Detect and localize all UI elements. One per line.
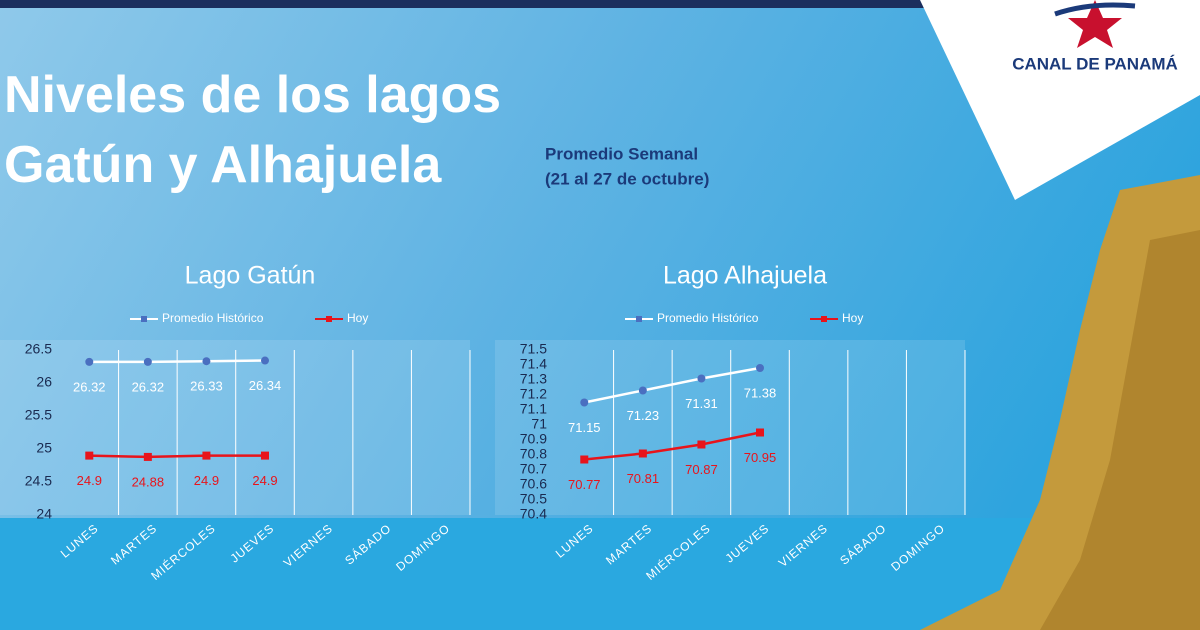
marker — [143, 357, 152, 366]
marker — [697, 440, 706, 449]
y-tick-label: 25.5 — [25, 407, 52, 423]
marker — [580, 398, 589, 407]
y-tick-label: 26 — [36, 374, 52, 390]
star — [1068, 0, 1122, 48]
top-bar — [0, 0, 925, 8]
logo-star — [1054, 0, 1136, 48]
value-label: 26.32 — [73, 379, 106, 394]
y-tick-label: 70.7 — [520, 461, 547, 477]
plot-area — [495, 340, 965, 515]
legend-label: Promedio Histórico — [657, 311, 759, 325]
value-label: 71.31 — [685, 396, 718, 411]
swoosh — [1054, 2, 1136, 17]
y-tick-label: 24 — [36, 506, 52, 522]
y-tick-label: 25 — [36, 440, 52, 456]
series-line — [584, 366, 761, 404]
marker — [756, 364, 764, 372]
value-label: 70.87 — [685, 462, 718, 477]
value-label: 71.23 — [627, 408, 660, 423]
value-label: 26.32 — [132, 379, 165, 394]
y-tick-label: 71.1 — [520, 401, 547, 417]
value-label: 70.77 — [568, 477, 601, 492]
y-tick-label: 24.5 — [25, 473, 52, 489]
legend-label: Promedio Histórico — [162, 311, 264, 325]
marker — [202, 357, 211, 366]
series-line — [584, 431, 761, 461]
marker — [85, 357, 94, 366]
value-label: 24.9 — [252, 473, 277, 488]
title: Niveles de los lagos — [4, 66, 501, 124]
value-label: 71.15 — [568, 420, 601, 435]
legend-label: Hoy — [347, 311, 368, 325]
logo-panel — [920, 0, 1200, 200]
subtitle: (21 al 27 de octubre) — [545, 169, 709, 188]
marker — [638, 449, 647, 458]
logo-text: CANAL DE PANAMÁ — [1012, 54, 1178, 73]
y-tick-label: 26.5 — [25, 341, 52, 357]
y-tick-label: 70.6 — [520, 476, 547, 492]
legend-label: Hoy — [842, 311, 863, 325]
marker — [756, 428, 764, 437]
marker — [580, 455, 589, 464]
marker — [85, 451, 94, 460]
cliff-shade — [1040, 230, 1200, 630]
subtitle: Promedio Semanal — [545, 144, 698, 163]
y-tick-label: 70.8 — [520, 446, 547, 462]
marker — [697, 374, 706, 383]
marker — [202, 451, 211, 460]
value-label: 70.95 — [744, 450, 777, 465]
value-label: 24.9 — [194, 473, 219, 488]
value-label: 24.9 — [77, 473, 102, 488]
y-tick-label: 70.9 — [520, 431, 547, 447]
y-tick-label: 71.3 — [520, 371, 547, 387]
marker — [261, 451, 269, 460]
y-tick-label: 71.2 — [520, 386, 547, 402]
legend-marker — [821, 316, 827, 322]
marker — [638, 386, 647, 395]
marker — [143, 452, 152, 461]
value-label: 71.38 — [744, 385, 777, 400]
y-tick-label: 70.4 — [520, 506, 547, 522]
legend-marker — [326, 316, 332, 322]
plot-area — [0, 340, 470, 515]
y-tick-label: 71.5 — [520, 341, 547, 357]
value-label: 70.81 — [627, 471, 660, 486]
series-line — [89, 359, 266, 364]
legend-marker — [141, 316, 147, 322]
marker — [261, 356, 269, 365]
value-label: 26.34 — [249, 378, 282, 393]
chart-title: Lago Alhajuela — [663, 262, 827, 290]
legend-marker — [636, 316, 642, 322]
value-label: 24.88 — [132, 474, 165, 489]
value-label: 26.33 — [190, 379, 223, 394]
y-tick-label: 71 — [531, 416, 547, 432]
chart-title: Lago Gatún — [185, 262, 316, 290]
y-tick-label: 71.4 — [520, 356, 547, 372]
series-line — [89, 454, 265, 459]
title: Gatún y Alhajuela — [4, 136, 442, 194]
y-tick-label: 70.5 — [520, 491, 547, 507]
